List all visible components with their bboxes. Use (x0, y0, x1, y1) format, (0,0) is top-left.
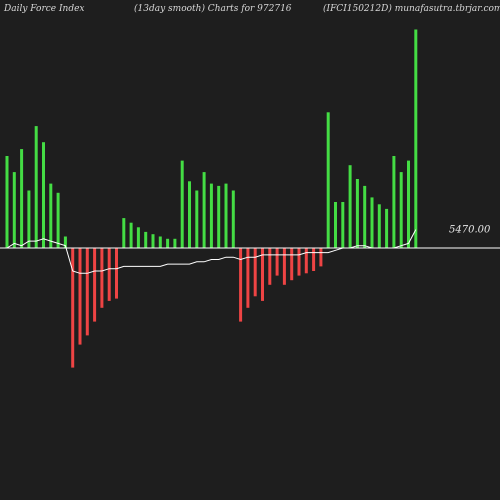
force-bar-26 (195, 190, 199, 248)
force-bar-5 (42, 142, 45, 248)
chart-subtitle: (13day smooth) Charts for 972716 (134, 3, 292, 14)
force-bar-41 (304, 248, 308, 274)
force-bar-19 (144, 231, 148, 248)
force-bar-34 (253, 248, 257, 297)
force-bar-45 (334, 202, 337, 248)
force-bar-48 (355, 179, 359, 248)
force-bar-0 (5, 156, 9, 248)
force-bar-49 (363, 185, 367, 248)
force-bar-13 (100, 248, 104, 308)
force-bar-11 (85, 248, 89, 336)
force-bar-50 (370, 197, 374, 248)
force-bar-25 (188, 181, 191, 248)
force-bar-42 (312, 248, 316, 271)
force-bar-27 (202, 172, 206, 248)
force-bar-30 (224, 183, 228, 248)
force-bar-32 (239, 248, 243, 322)
force-bar-33 (246, 248, 250, 308)
force-bar-44 (326, 112, 330, 248)
force-bar-28 (209, 183, 213, 248)
force-bar-10 (78, 248, 82, 345)
force-bar-39 (290, 248, 294, 281)
force-bar-16 (122, 218, 126, 248)
force-bar-47 (348, 165, 352, 248)
force-bar-12 (93, 248, 97, 322)
force-bar-17 (129, 222, 133, 248)
force-bar-36 (268, 248, 272, 285)
force-bar-8 (63, 236, 67, 248)
force-bar-51 (377, 204, 381, 248)
force-bar-38 (282, 248, 286, 285)
price-line (6, 229, 417, 274)
force-bar-35 (261, 248, 264, 301)
force-bar-54 (399, 172, 403, 248)
force-bar-52 (385, 208, 389, 248)
force-bar-3 (27, 190, 31, 248)
chart-source: (IFCI150212D) munafasutra.tbrjar.com (323, 3, 500, 14)
force-bar-20 (151, 234, 155, 248)
force-bar-15 (115, 248, 118, 299)
force-bar-7 (56, 192, 60, 248)
force-bar-40 (297, 248, 301, 276)
force-bar-2 (20, 149, 24, 248)
force-bar-9 (71, 248, 75, 368)
value-label: 5470.00 (449, 225, 491, 236)
force-bar-56 (414, 29, 418, 248)
force-bar-23 (173, 238, 177, 248)
force-bar-29 (217, 185, 221, 248)
force-bar-6 (49, 183, 53, 248)
force-bar-53 (392, 156, 396, 248)
force-bar-37 (275, 248, 279, 276)
force-bar-18 (136, 227, 140, 248)
force-bar-46 (341, 202, 345, 248)
force-bar-43 (319, 248, 323, 267)
force-bar-21 (158, 236, 162, 248)
force-bar-31 (231, 190, 235, 248)
chart-title: Daily Force Index (3, 4, 85, 14)
force-bar-1 (12, 172, 16, 248)
force-bar-55 (407, 160, 410, 248)
bars-group (5, 29, 418, 368)
force-bar-14 (107, 248, 111, 301)
force-bar-24 (180, 160, 184, 248)
force-bar-4 (34, 126, 38, 248)
force-bar-22 (166, 238, 170, 248)
